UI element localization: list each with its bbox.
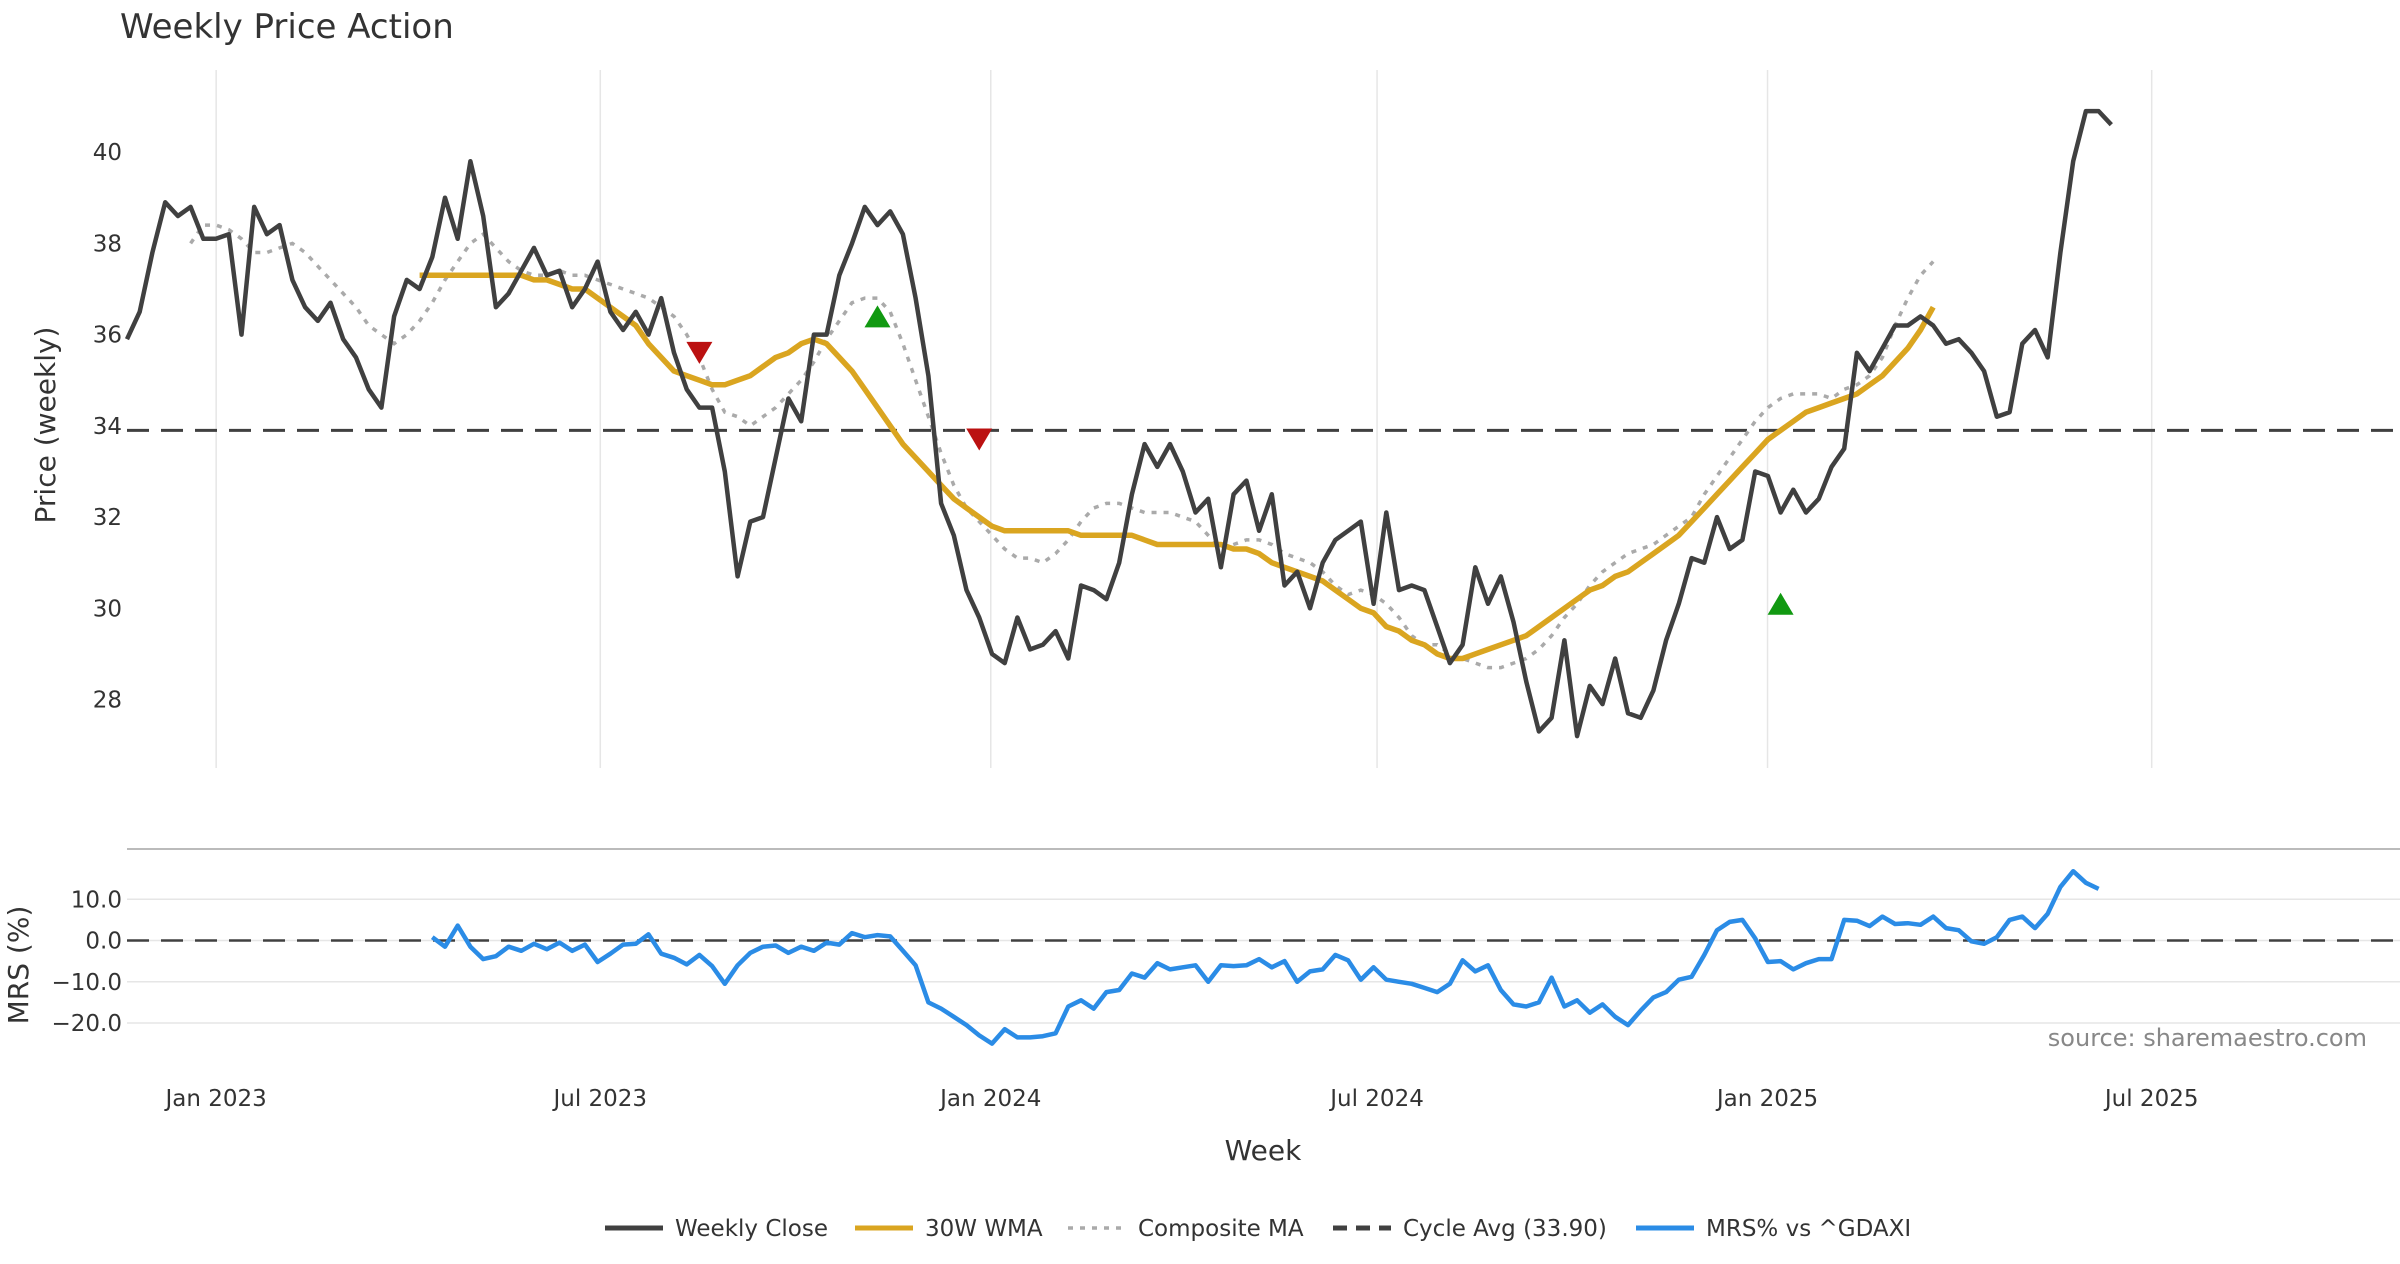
price-y-tick-label: 38 — [93, 231, 122, 257]
legend-item-composite: Composite MA — [1068, 1216, 1304, 1242]
legend: Weekly Close 30W WMA Composite MA Cycle Avg… — [605, 1216, 1911, 1242]
mrs-y-tick-label: −10.0 — [52, 970, 122, 996]
buy-signal-marker — [1767, 592, 1794, 615]
price-y-tick-label: 36 — [93, 323, 122, 349]
price-y-axis: 28 30 32 34 36 38 40 — [93, 140, 122, 713]
mrs-y-tick-label: −20.0 — [52, 1011, 122, 1037]
sell-signal-marker — [686, 341, 713, 364]
price-y-axis-title: Price (weekly) — [29, 327, 62, 524]
x-tick-label: Jul 2025 — [2103, 1086, 2199, 1112]
x-tick-label: Jan 2023 — [163, 1086, 266, 1112]
price-y-tick-label: 40 — [93, 140, 122, 166]
legend-label: Cycle Avg (33.90) — [1403, 1216, 1607, 1242]
legend-item-mrs: MRS% vs ^GDAXI — [1636, 1216, 1911, 1242]
x-tick-label: Jul 2023 — [551, 1086, 647, 1112]
signal-markers — [686, 305, 1794, 615]
source-label: source: sharemaestro.com — [2048, 1024, 2367, 1052]
composite-ma-line — [189, 223, 1935, 670]
price-y-tick-label: 32 — [93, 505, 122, 531]
price-y-tick-label: 28 — [93, 688, 122, 714]
mrs-y-axis: 10.0 0.0 −10.0 −20.0 — [52, 887, 122, 1037]
legend-label: Composite MA — [1138, 1216, 1304, 1242]
buy-signal-marker — [864, 305, 891, 328]
x-tick-label: Jan 2025 — [1715, 1086, 1818, 1112]
legend-label: 30W WMA — [925, 1216, 1043, 1242]
legend-item-wma: 30W WMA — [855, 1216, 1043, 1242]
price-y-tick-label: 30 — [93, 596, 122, 622]
sell-signal-marker — [966, 428, 993, 451]
x-axis: Jan 2023 Jul 2023 Jan 2024 Jul 2024 Jan 2025… — [163, 1086, 2198, 1112]
legend-item-cycle: Cycle Avg (33.90) — [1333, 1216, 1607, 1242]
legend-label: MRS% vs ^GDAXI — [1706, 1216, 1911, 1242]
legend-label: Weekly Close — [675, 1216, 828, 1242]
price-y-tick-label: 34 — [93, 414, 122, 440]
mrs-y-axis-title: MRS (%) — [2, 906, 35, 1025]
x-axis-title: Week — [1225, 1134, 1302, 1167]
weekly-close-line — [124, 108, 2113, 739]
price-grid — [215, 70, 2153, 768]
legend-item-close: Weekly Close — [605, 1216, 828, 1242]
x-tick-label: Jul 2024 — [1328, 1086, 1424, 1112]
x-tick-label: Jan 2024 — [938, 1086, 1041, 1112]
chart-title: Weekly Price Action — [120, 7, 454, 47]
mrs-y-tick-label: 0.0 — [85, 929, 122, 955]
mrs-y-tick-label: 10.0 — [71, 887, 122, 913]
mrs-line — [430, 868, 2100, 1046]
wma-30w-line — [419, 272, 1936, 662]
